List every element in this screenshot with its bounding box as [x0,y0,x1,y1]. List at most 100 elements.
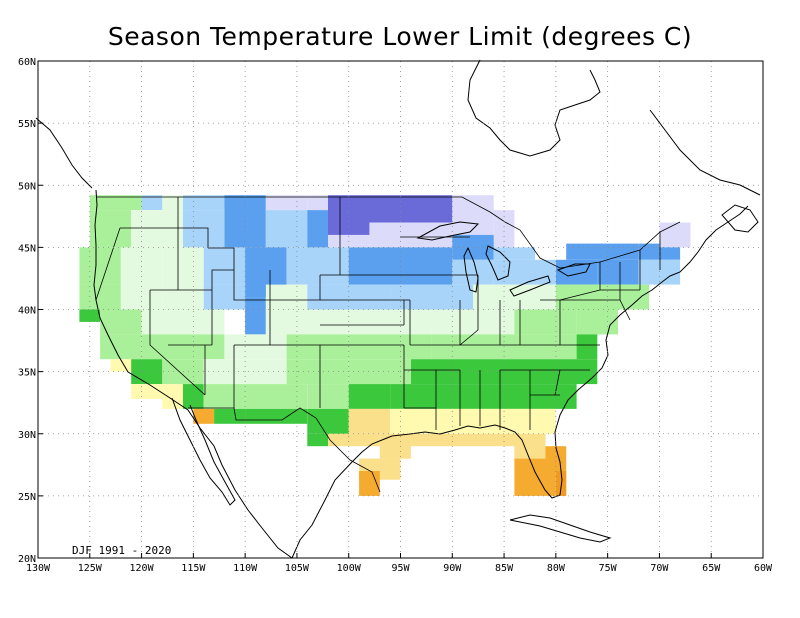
temp-cell-orange [193,408,215,424]
alaska-coast [35,117,93,189]
temp-cell-dark_green [214,408,246,424]
temp-cell-pale_green [348,309,432,335]
temp-cell-dark_green [307,433,328,447]
lon-tick-label: 100W [337,563,362,574]
temp-cell-orange [514,458,556,496]
temp-cell-light_blue [203,247,246,285]
temp-cell-light_green [555,284,618,310]
temp-cell-pale_green [183,309,225,335]
temp-cell-dark_green [390,384,473,409]
lon-tick-label: 70W [650,563,669,574]
temp-cell-light_green [141,334,183,360]
map-title: Season Temperature Lower Limit (degrees … [107,22,693,51]
temp-cell-pale_yellow [131,384,163,399]
temp-cell-pale_green [473,284,556,310]
lon-tick-label: 80W [547,563,566,574]
lon-tick-label: 120W [130,563,155,574]
lat-tick-label: 50N [18,181,36,192]
temp-cell-dark_green [79,309,101,322]
temp-cell-pale_green [431,309,515,335]
temp-cell-blue [307,210,328,248]
lon-tick-label: 115W [181,563,206,574]
temp-cell-light_green [100,334,142,360]
temp-cell-pale_green [131,210,183,248]
baja-california [171,397,236,506]
temp-cell-light_blue [183,195,225,211]
temp-cell-light_green [183,334,225,360]
temp-cell-dark_green [576,334,598,360]
temp-cell-vlight_blue [659,222,691,248]
temp-cell-light_blue [183,210,225,248]
temp-cell-light_green [89,210,132,248]
temperature-grid-cells [79,195,691,496]
temp-cell-purple [400,195,453,223]
labrador-coast [649,109,761,196]
temp-cell-light_blue [452,259,494,285]
temp-cell-pale_green [245,359,287,385]
lon-tick-label: 110W [233,563,258,574]
temp-cell-light_green [245,384,308,409]
lat-tick-label: 30N [18,430,36,441]
temp-cell-light_green [89,195,142,211]
temp-cell-light_blue [390,284,473,310]
temp-cell-pale_green [120,284,163,310]
temp-cell-pale_yellow [110,359,132,372]
temp-cell-dark_green [307,408,349,434]
lat-tick-label: 25N [18,492,36,503]
atlantic-coast [554,205,749,433]
temp-cell-pale_green [265,309,349,335]
lon-tick-label: 95W [391,563,410,574]
lon-tick-label: 105W [285,563,310,574]
temp-cell-pale_yellow [390,408,556,434]
state-lines-east [559,232,661,321]
temp-cell-light_green [203,384,246,409]
temp-cell-vlight_blue [307,195,328,211]
temp-cell-blue [597,259,639,285]
axis-ticks: 20N 25N 30N 35N 40N 45N 50N 55N 60N 130W 125W 120W 1… [18,57,773,574]
temp-cell-orange [359,471,380,496]
lat-tick-label: 45N [18,243,36,254]
state-lines-south [404,369,590,430]
lat-tick-label: 40N [18,306,36,317]
temp-cell-yellow [328,433,380,447]
temp-cell-dark_green [473,384,577,409]
temp-cell-dark_green [348,384,391,409]
temp-cell-light_green [100,309,142,335]
temp-cell-light_green [431,334,515,360]
lake-michigan [463,246,479,293]
temp-cell-light_blue [203,284,246,310]
temp-cell-yellow [379,433,411,459]
temp-cell-light_green [348,334,432,360]
temp-cell-yellow [514,433,546,459]
lake-superior [416,221,480,241]
period-label: DJF 1991 - 2020 [72,544,171,557]
temp-cell-light_blue [493,247,536,260]
temp-cell-pale_green [265,284,308,310]
temp-cell-pale_green [162,284,204,310]
temp-cell-light_blue [265,210,308,248]
lon-tick-label: 75W [599,563,618,574]
lon-tick-label: 130W [26,563,51,574]
temp-cell-light_blue [286,247,349,285]
gulf-coast-west [291,435,393,559]
gulf-coast [391,424,563,499]
temp-cell-blue [566,243,639,260]
temp-cell-yellow [348,408,391,434]
temp-cell-dark_green [131,359,163,385]
mexico-us-border [188,407,381,493]
west-coastline [93,189,293,559]
temp-cell-pale_green [141,309,183,335]
lat-tick-label: 35N [18,368,36,379]
cuba [509,514,612,543]
lake-erie [509,275,551,297]
temp-cell-light_blue [638,259,681,285]
temp-cell-blue [245,297,266,335]
lon-tick-label: 65W [702,563,721,574]
temp-cell-pale_green [162,247,204,285]
lon-tick-label: 60W [754,563,773,574]
lat-lon-grid [38,61,763,558]
temp-cell-light_blue [141,195,163,211]
lake-huron [485,245,511,281]
lat-tick-label: 20N [18,554,36,565]
